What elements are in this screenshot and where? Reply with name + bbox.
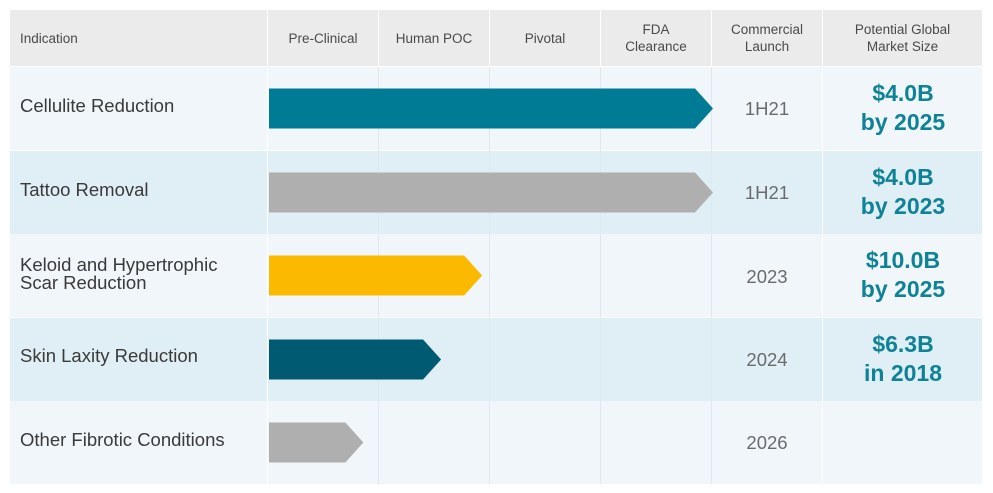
header-indication: Indication: [20, 30, 78, 46]
column-divider: [267, 10, 268, 484]
header-commercial-launch: Commercial Launch: [730, 22, 803, 54]
market-size-value: $4.0B by 2025: [860, 80, 946, 135]
progress-bar: [269, 422, 364, 463]
header-stage-fda-clearance: FDA Clearance: [625, 22, 687, 54]
indication-label: Tattoo Removal: [20, 179, 149, 200]
progress-bar: [269, 172, 713, 213]
launch-date: 1H21: [744, 182, 790, 203]
launch-date: 2026: [746, 432, 788, 453]
column-divider: [822, 10, 823, 484]
row-band: [10, 401, 982, 484]
column-divider: [489, 10, 490, 66]
indication-label: Skin Laxity Reduction: [20, 345, 198, 366]
header-stage-pivotal: Pivotal: [524, 30, 566, 46]
header-row: [10, 10, 982, 66]
stage-gridline: [600, 67, 601, 484]
market-size-value: $10.0B by 2025: [860, 247, 946, 302]
header-stage-preclinical: Pre-Clinical: [288, 30, 358, 46]
indication-label: Keloid and Hypertrophic Scar Reduction: [20, 254, 218, 293]
row-band: [10, 318, 982, 401]
header-stage-human-poc: Human POC: [395, 30, 473, 46]
column-divider: [711, 10, 712, 66]
indication-label: Cellulite Reduction: [20, 95, 175, 116]
market-size-value: $6.3B in 2018: [864, 331, 942, 386]
column-divider: [600, 10, 601, 66]
header-market-size: Potential Global Market Size: [854, 22, 951, 54]
launch-date: 2024: [746, 349, 788, 370]
progress-bar: [269, 88, 713, 129]
indication-label: Other Fibrotic Conditions: [20, 429, 225, 450]
progress-bar: [269, 339, 442, 380]
column-divider: [378, 10, 379, 66]
stage-gridline: [489, 67, 490, 484]
market-size-value: $4.0B by 2023: [860, 164, 946, 219]
launch-date: 2023: [746, 266, 788, 287]
launch-date: 1H21: [744, 98, 790, 119]
progress-bar: [269, 255, 483, 296]
row-band: [10, 234, 982, 317]
stage-gridline: [711, 67, 712, 484]
